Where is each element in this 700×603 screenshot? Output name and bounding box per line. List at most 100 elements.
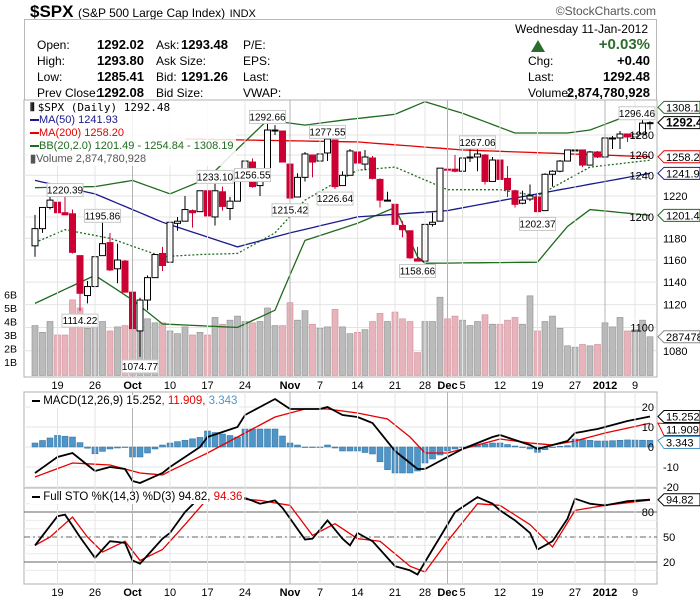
price-annotation: 1074.77 — [121, 359, 159, 374]
line-icon — [30, 145, 39, 148]
candle-body — [624, 133, 631, 138]
volume-bar — [436, 296, 444, 376]
annotation-text: 1226.64 — [317, 194, 354, 205]
volume-bar — [144, 318, 151, 376]
chart-title: $SPX (S&P 500 Large Cap Index) INDX — [30, 2, 256, 22]
candle — [151, 254, 159, 279]
open-value: 1292.02 — [97, 37, 144, 52]
candle-body — [361, 156, 369, 165]
chg-label: Chg: — [528, 54, 554, 68]
candle — [84, 280, 91, 304]
macd-histogram-bar — [564, 445, 571, 448]
macd-histogram-bar — [624, 439, 631, 448]
y-tick-label: 1100 — [630, 322, 654, 334]
candle-body — [339, 174, 346, 187]
high-label: High: — [37, 54, 66, 68]
tag-box — [657, 166, 700, 180]
y-tick-label: 1140 — [663, 277, 687, 289]
price-tag: 1258.20 — [657, 150, 700, 164]
security-name: (S&P 500 Large Cap Index) — [77, 6, 226, 20]
volume-bar — [256, 321, 264, 376]
macd-histogram-bar — [384, 446, 391, 470]
x-tick-label: 24 — [239, 587, 251, 599]
x-tick-label: 19 — [531, 380, 543, 392]
macd-histogram-bar — [69, 436, 76, 448]
candle — [526, 184, 534, 202]
annotation-text: 1220.39 — [47, 186, 84, 197]
candle — [579, 149, 586, 168]
macd-histogram-bar — [114, 446, 121, 449]
quote-panel: Wednesday 11-Jan-2012 Open: 1292.02 High… — [24, 19, 657, 100]
candle — [556, 160, 564, 173]
macd-histogram-bar — [594, 440, 601, 448]
macd-histogram-bar — [46, 437, 54, 448]
volume-bar — [301, 310, 309, 376]
brand-link[interactable]: ©StockCharts.com — [555, 4, 656, 18]
volume-bar — [121, 325, 129, 376]
candle — [549, 170, 556, 187]
x-tick-label: 28 — [419, 380, 431, 392]
candle-body — [99, 243, 106, 257]
volume-bar — [541, 321, 549, 376]
tag-box — [657, 116, 700, 130]
volume-bar — [474, 321, 481, 376]
volume-bar — [616, 317, 624, 376]
low-value: 1285.41 — [97, 69, 144, 84]
volume-bar — [466, 325, 474, 376]
price-annotation: 1277.55 — [309, 124, 346, 139]
line-icon — [30, 119, 39, 122]
price-annotation: 1215.42 — [271, 203, 309, 218]
candle — [564, 149, 571, 162]
y-tick-label: 20 — [642, 402, 654, 414]
volume-bar — [504, 319, 511, 376]
tag-box — [657, 100, 700, 114]
candle — [339, 171, 346, 187]
candle — [624, 133, 631, 142]
candle-body — [451, 168, 459, 172]
candle — [144, 275, 151, 311]
macd-histogram-bar — [324, 444, 331, 448]
candle-body — [46, 199, 54, 208]
volume-bar — [519, 323, 526, 376]
x-tick-label: 24 — [239, 380, 251, 392]
volume-bar — [624, 330, 631, 376]
legend-ma50: MA(50) 1241.93 — [30, 114, 233, 127]
price-annotation: 1202.37 — [519, 216, 556, 231]
candle — [76, 255, 84, 312]
candle-body — [211, 190, 219, 218]
x-tick-label: 19 — [51, 587, 63, 599]
candle — [504, 166, 511, 197]
annotation-text: 1277.55 — [309, 127, 346, 138]
macd-tag: 3.343 — [657, 435, 700, 449]
x-tick-label: 14 — [351, 380, 363, 392]
candle-body — [556, 160, 564, 172]
candle — [541, 173, 549, 212]
candle-body — [541, 173, 549, 212]
candle — [361, 149, 369, 171]
candle — [609, 135, 616, 149]
tag-text: 2874780 — [666, 332, 700, 344]
sto-tag: 94.82 — [657, 493, 700, 507]
volume-bar — [511, 317, 519, 376]
volume-bar — [549, 315, 556, 376]
y-tick-label: 1080 — [663, 346, 687, 358]
line-icon — [32, 495, 40, 498]
price-annotation: 1226.64 — [316, 191, 354, 206]
eps-label: EPS: — [243, 54, 271, 68]
volume-bar — [189, 334, 196, 376]
candle-body — [324, 138, 331, 154]
tag-text: 94.82 — [666, 495, 694, 507]
volume-bar — [249, 322, 256, 376]
x-tick-label: 17 — [201, 380, 213, 392]
candle-body — [384, 199, 391, 202]
candle-body — [331, 139, 339, 188]
volume-bar — [31, 325, 39, 376]
volume-bar — [429, 321, 436, 376]
line-icon — [30, 132, 39, 135]
volume-bar — [226, 319, 234, 376]
candle — [384, 191, 391, 202]
candle — [301, 151, 309, 182]
candle-body — [639, 122, 646, 135]
macd-histogram-bar — [99, 446, 106, 452]
candle-body — [646, 122, 654, 125]
